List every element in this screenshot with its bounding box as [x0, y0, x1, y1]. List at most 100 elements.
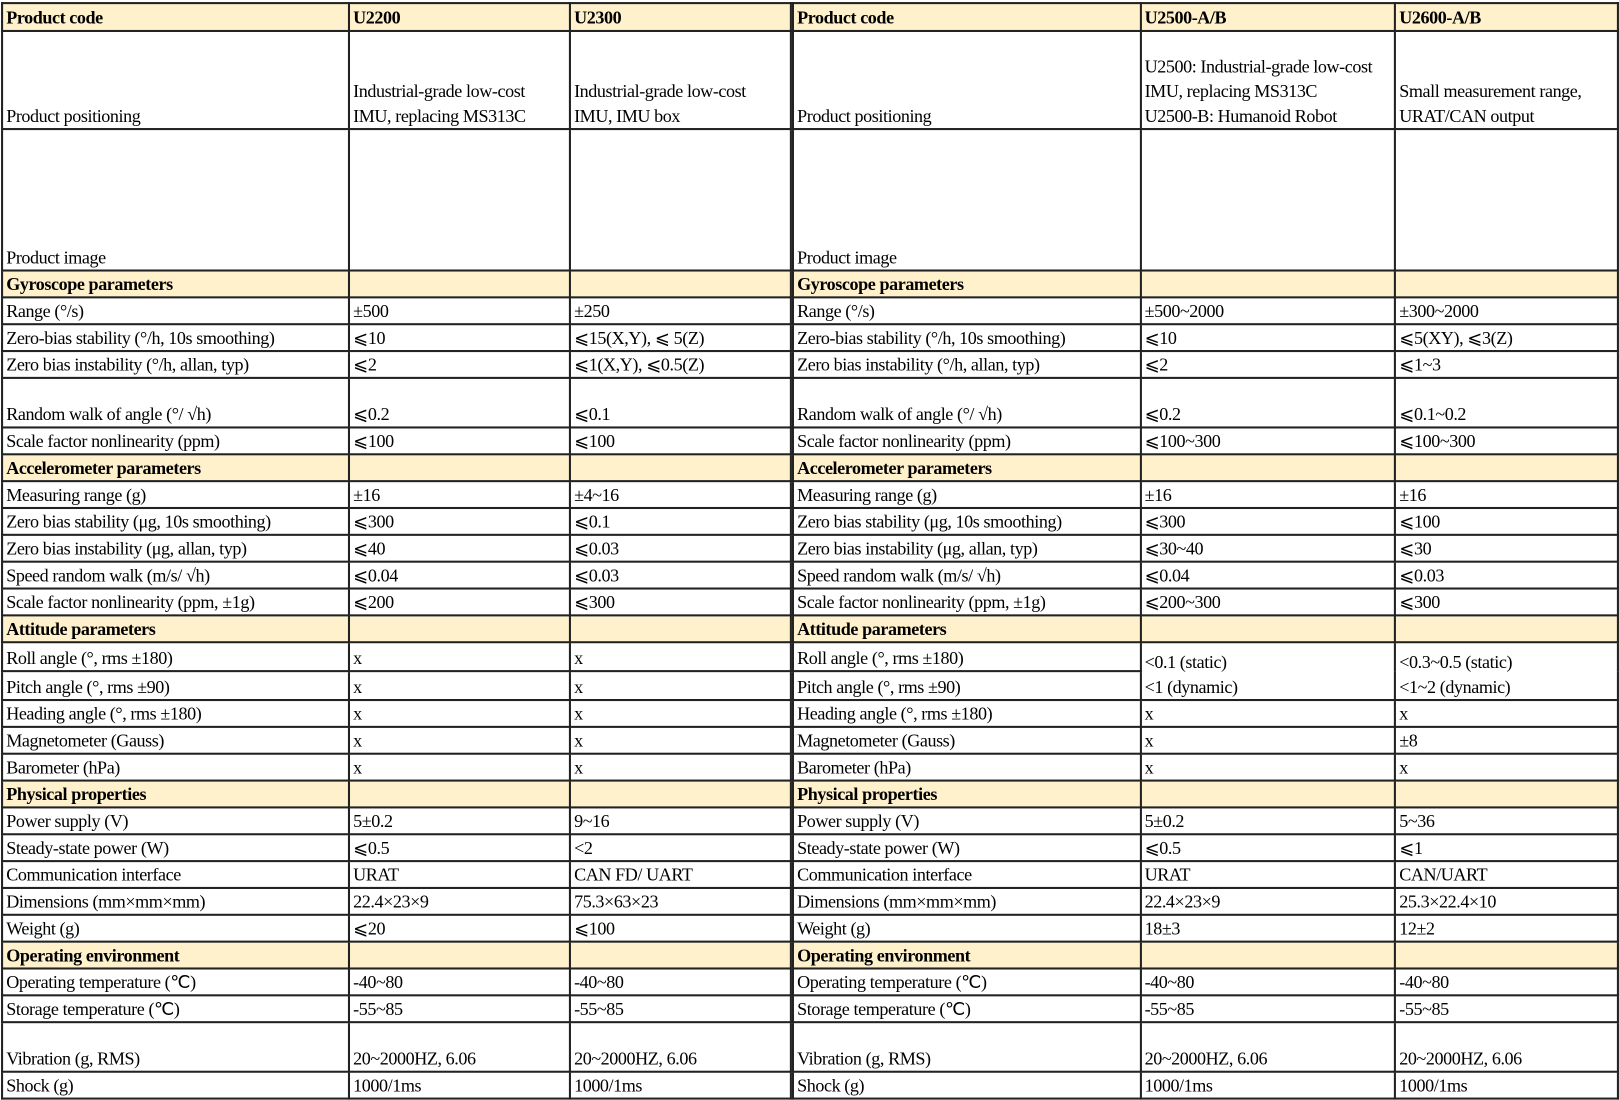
value-cell: -40~80	[347, 967, 571, 997]
value-cell: ⩽30	[1394, 533, 1619, 563]
value-cell: 20~2000HZ, 6.06	[568, 1021, 792, 1073]
row-shock-g: Shock (g) 1000/1ms 1000/1ms	[791, 1070, 1619, 1100]
row-label: Weight (g)	[1, 913, 351, 943]
row-random-walk-of-angle-h: Random walk of angle (°/ √h) ⩽0.2 ⩽0.1	[1, 376, 792, 429]
value-cell: x	[347, 670, 571, 702]
row-roll-angle-rms-180: Roll angle (°, rms ±180) <0.1 (static) <1…	[791, 641, 1619, 702]
value-cell: ⩽0.2	[347, 376, 571, 429]
row-label: Zero bias instability (°/h, allan, typ)	[791, 350, 1142, 379]
row-label: Magnetometer (Gauss)	[791, 725, 1142, 755]
value-cell: ⩽300	[1394, 587, 1619, 617]
section-accelerometer-parameters: Accelerometer parameters	[1, 453, 792, 483]
section-empty	[1394, 940, 1619, 970]
value-cell: 18±3	[1139, 913, 1397, 943]
row-zero-bias-instability-h-allan-typ: Zero bias instability (°/h, allan, typ) ⩽…	[791, 350, 1619, 379]
value-cell: 9~16	[568, 806, 792, 836]
value-cell: 75.3×63×23	[568, 886, 792, 916]
section-empty	[1394, 453, 1619, 483]
value-cell: 22.4×23×9	[347, 886, 571, 916]
value-cell: -40~80	[1394, 967, 1619, 997]
value-cell: ±16	[1139, 480, 1397, 510]
section-title: Accelerometer parameters	[791, 453, 1142, 483]
value-cell: ⩽100	[568, 913, 792, 943]
row-label: Communication interface	[791, 860, 1142, 889]
section-physical-properties: Physical properties	[1, 779, 792, 809]
value-cell: x	[1139, 725, 1397, 755]
value-cell: ⩽1	[1394, 833, 1619, 863]
value-cell: -55~85	[1394, 994, 1619, 1024]
value-cell: -40~80	[568, 967, 792, 997]
row-label: Operating temperature (℃)	[1, 967, 351, 997]
section-empty	[1394, 269, 1619, 299]
section-empty	[568, 779, 792, 809]
value-cell: ⩽2	[347, 350, 571, 379]
section-gyroscope-parameters: Gyroscope parameters	[1, 269, 792, 299]
spec-table-left: Product code U2200 U2300 Product positionin…	[1, 2, 792, 1100]
value-cell: x	[568, 725, 792, 755]
value-cell: ⩽0.03	[568, 560, 792, 590]
row-scale-factor-nonlinearity-ppm-1g: Scale factor nonlinearity (ppm, ±1g) ⩽200…	[791, 587, 1619, 617]
row-steady-state-power-w: Steady-state power (W) ⩽0.5 ⩽1	[791, 833, 1619, 863]
section-empty	[347, 453, 571, 483]
value-cell: ⩽0.03	[568, 533, 792, 563]
row-label: Scale factor nonlinearity (ppm)	[1, 426, 351, 456]
value-cell: 1000/1ms	[568, 1070, 792, 1100]
value-cell: ⩽20	[347, 913, 571, 943]
value-cell: ⩽2	[1139, 350, 1397, 379]
row-label: Pitch angle (°, rms ±90)	[1, 670, 351, 702]
row-label: Product image	[1, 128, 351, 272]
row-label: Range (°/s)	[1, 296, 351, 326]
row-label: Shock (g)	[1, 1070, 351, 1100]
header-row: Product code U2200 U2300	[1, 2, 792, 33]
section-empty	[1394, 779, 1619, 809]
row-communication-interface: Communication interface URAT CAN/UART	[791, 860, 1619, 889]
value-cell: 20~2000HZ, 6.06	[1139, 1021, 1397, 1073]
product-code-u2300: U2300	[568, 2, 792, 33]
row-label: Pitch angle (°, rms ±90)	[791, 670, 1142, 702]
row-label: Vibration (g, RMS)	[1, 1021, 351, 1073]
section-title: Gyroscope parameters	[791, 269, 1142, 299]
section-title: Physical properties	[791, 779, 1142, 809]
section-title: Accelerometer parameters	[1, 453, 351, 483]
value-cell: 1000/1ms	[1139, 1070, 1397, 1100]
row-speed-random-walk-m-s-h: Speed random walk (m/s/ √h) ⩽0.04 ⩽0.03	[1, 560, 792, 590]
value-cell: ⩽0.04	[347, 560, 571, 590]
row-pitch-angle-rms-90: Pitch angle (°, rms ±90) x x	[1, 670, 792, 702]
row-label: Zero bias instability (μg, allan, typ)	[791, 533, 1142, 563]
section-title: Attitude parameters	[1, 614, 351, 644]
section-empty	[1394, 614, 1619, 644]
row-dimensions-mm-mm-mm: Dimensions (mm×mm×mm) 22.4×23×9 25.3×22.4×…	[791, 886, 1619, 916]
positioning-row: Product positioning Industrial-grade low-…	[1, 29, 792, 131]
section-empty	[1139, 614, 1397, 644]
value-cell: -40~80	[1139, 967, 1397, 997]
value-cell: ⩽0.1	[568, 376, 792, 429]
value-cell: ⩽200~300	[1139, 587, 1397, 617]
value-cell: ±300~2000	[1394, 296, 1619, 326]
value-cell: 20~2000HZ, 6.06	[1394, 1021, 1619, 1073]
section-empty	[347, 269, 571, 299]
row-label: Power supply (V)	[791, 806, 1142, 836]
row-power-supply-v: Power supply (V) 5±0.2 9~16	[1, 806, 792, 836]
row-label: Measuring range (g)	[1, 480, 351, 510]
row-label: Barometer (hPa)	[1, 752, 351, 782]
row-scale-factor-nonlinearity-ppm: Scale factor nonlinearity (ppm) ⩽100 ⩽100	[1, 426, 792, 456]
value-cell: ⩽200	[347, 587, 571, 617]
row-zero-bias-stability-g-10s-smoothing: Zero bias stability (μg, 10s smoothing) ⩽…	[791, 506, 1619, 536]
row-magnetometer-gauss: Magnetometer (Gauss) x ±8	[791, 725, 1619, 755]
row-communication-interface: Communication interface URAT CAN FD/ UART	[1, 860, 792, 889]
row-label: Power supply (V)	[1, 806, 351, 836]
row-label: Range (°/s)	[791, 296, 1142, 326]
value-cell: x	[347, 699, 571, 728]
value-cell: URAT	[347, 860, 571, 889]
value-cell: ±16	[347, 480, 571, 510]
value-cell: ⩽5(XY), ⩽3(Z)	[1394, 323, 1619, 353]
value-cell: ⩽15(X,Y), ⩽ 5(Z)	[568, 323, 792, 353]
value-cell: ±500	[347, 296, 571, 326]
row-storage-temperature: Storage temperature (℃) -55~85 -55~85	[1, 994, 792, 1024]
row-shock-g: Shock (g) 1000/1ms 1000/1ms	[1, 1070, 792, 1100]
row-roll-angle-rms-180: Roll angle (°, rms ±180) x x	[1, 641, 792, 673]
row-weight-g: Weight (g) ⩽20 ⩽100	[1, 913, 792, 943]
row-heading-angle-rms-180: Heading angle (°, rms ±180) x x	[1, 699, 792, 728]
row-zero-bias-stability-g-10s-smoothing: Zero bias stability (μg, 10s smoothing) ⩽…	[1, 506, 792, 536]
